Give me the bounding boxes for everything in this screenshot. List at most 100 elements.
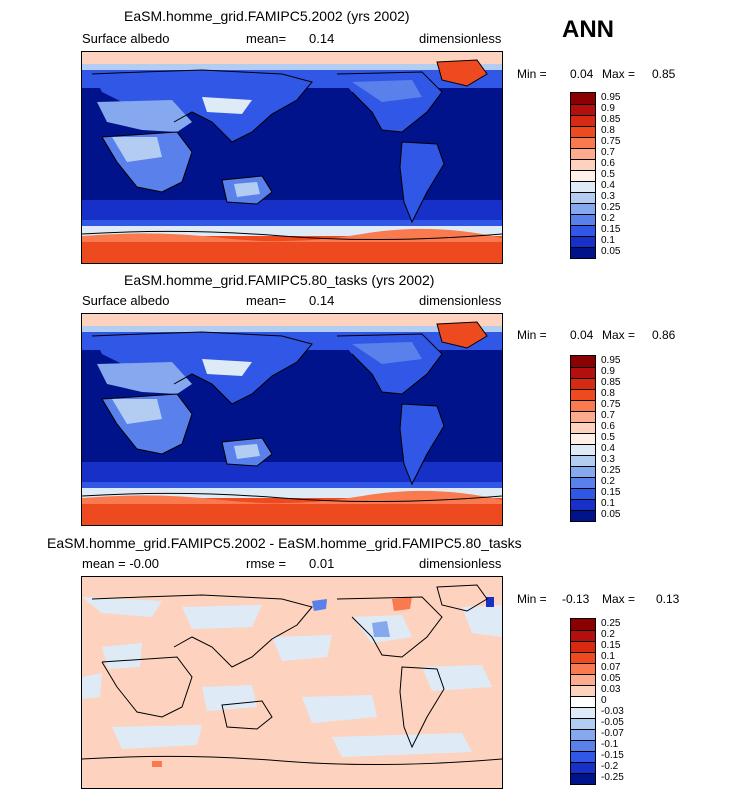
colorbar-level-label: 0.6 bbox=[601, 421, 615, 432]
panel2-max-label: Max = bbox=[602, 328, 636, 342]
panel3-rmse-label: rmse = bbox=[246, 556, 287, 571]
colorbar-level-label: -0.03 bbox=[601, 706, 624, 717]
panel2-max-value: 0.86 bbox=[652, 328, 676, 342]
colorbar-level-label: 0.1 bbox=[601, 651, 615, 662]
colorbar-level-label: 0.25 bbox=[601, 618, 621, 629]
colorbar-level-label: 0.95 bbox=[601, 92, 621, 103]
colorbar-swatch bbox=[571, 477, 595, 488]
colorbar-level-label: 0.7 bbox=[601, 147, 615, 158]
colorbar-swatch bbox=[571, 499, 595, 510]
colorbar-level-label: 0.75 bbox=[601, 399, 621, 410]
colorbar-swatch bbox=[571, 170, 595, 181]
colorbar-level-label: 0.25 bbox=[601, 202, 621, 213]
colorbar-swatch bbox=[571, 356, 595, 367]
panel1-title: EaSM.homme_grid.FAMIPC5.2002 (yrs 2002) bbox=[124, 8, 410, 24]
colorbar-swatch bbox=[571, 762, 595, 773]
panel2-units: dimensionless bbox=[419, 293, 502, 308]
colorbar-swatch bbox=[571, 225, 595, 236]
panel1-mean-value: 0.14 bbox=[309, 31, 335, 46]
panel3-min-label: Min = bbox=[517, 592, 547, 606]
panel3-units: dimensionless bbox=[419, 556, 502, 571]
colorbar-level-label: 0.15 bbox=[601, 224, 621, 235]
panel1-units: dimensionless bbox=[419, 31, 502, 46]
panel2-min-label: Min = bbox=[517, 328, 547, 342]
panel1-max-label: Max = bbox=[602, 67, 636, 81]
colorbar-swatch bbox=[571, 411, 595, 422]
season-label: ANN bbox=[562, 16, 614, 43]
colorbar-level-label: 0.2 bbox=[601, 629, 615, 640]
panel3-max-value: 0.13 bbox=[656, 592, 680, 606]
colorbar-swatch bbox=[571, 641, 595, 652]
colorbar-swatch bbox=[571, 389, 595, 400]
colorbar-level-label: 0.4 bbox=[601, 443, 615, 454]
colorbar-level-label: 0.1 bbox=[601, 235, 615, 246]
colorbar-level-label: 0.1 bbox=[601, 498, 615, 509]
colorbar-swatch bbox=[571, 378, 595, 389]
colorbar-level-label: 0.8 bbox=[601, 388, 615, 399]
panel3-colorbar bbox=[570, 618, 596, 785]
colorbar-level-label: 0.4 bbox=[601, 180, 615, 191]
colorbar-swatch bbox=[571, 663, 595, 674]
colorbar-level-label: 0.95 bbox=[601, 355, 621, 366]
panel1-mean-label: mean= bbox=[246, 31, 287, 46]
colorbar-swatch bbox=[571, 696, 595, 707]
colorbar-level-label: -0.1 bbox=[601, 739, 619, 750]
colorbar-level-label: -0.15 bbox=[601, 750, 624, 761]
colorbar-level-label: 0.15 bbox=[601, 640, 621, 651]
panel3-mean-label: mean = -0.00 bbox=[82, 556, 159, 571]
colorbar-swatch bbox=[571, 685, 595, 696]
panel2-min-value: 0.04 bbox=[570, 328, 594, 342]
panel1-map bbox=[81, 51, 503, 264]
panel2-title: EaSM.homme_grid.FAMIPC5.80_tasks (yrs 20… bbox=[124, 272, 435, 288]
colorbar-swatch bbox=[571, 104, 595, 115]
panel3-title: EaSM.homme_grid.FAMIPC5.2002 - EaSM.homm… bbox=[47, 535, 522, 551]
colorbar-level-label: 0.2 bbox=[601, 213, 615, 224]
colorbar-level-label: 0.5 bbox=[601, 432, 615, 443]
colorbar-swatch bbox=[571, 674, 595, 685]
colorbar-swatch bbox=[571, 148, 595, 159]
colorbar-level-label: 0.25 bbox=[601, 465, 621, 476]
colorbar-swatch bbox=[571, 203, 595, 214]
colorbar-swatch bbox=[571, 159, 595, 170]
panel3-map bbox=[81, 576, 503, 789]
colorbar-swatch bbox=[571, 455, 595, 466]
colorbar-swatch bbox=[571, 619, 595, 630]
colorbar-swatch bbox=[571, 367, 595, 378]
colorbar-level-label: 0.5 bbox=[601, 169, 615, 180]
panel3-rmse-value: 0.01 bbox=[309, 556, 335, 571]
panel2-colorbar bbox=[570, 355, 596, 522]
colorbar-swatch bbox=[571, 137, 595, 148]
colorbar-level-label: 0.03 bbox=[601, 684, 621, 695]
colorbar-level-label: 0.6 bbox=[601, 158, 615, 169]
colorbar-swatch bbox=[571, 707, 595, 718]
colorbar-level-label: -0.25 bbox=[601, 772, 624, 783]
colorbar-level-label: 0.3 bbox=[601, 191, 615, 202]
colorbar-level-label: 0.3 bbox=[601, 454, 615, 465]
colorbar-swatch bbox=[571, 236, 595, 247]
colorbar-level-label: 0.8 bbox=[601, 125, 615, 136]
colorbar-level-label: 0.75 bbox=[601, 136, 621, 147]
colorbar-swatch bbox=[571, 444, 595, 455]
panel1-min-value: 0.04 bbox=[570, 67, 594, 81]
panel2-variable-label: Surface albedo bbox=[82, 293, 170, 308]
colorbar-swatch bbox=[571, 192, 595, 203]
colorbar-swatch bbox=[571, 773, 595, 784]
colorbar-swatch bbox=[571, 126, 595, 137]
panel3-max-label: Max = bbox=[602, 592, 636, 606]
colorbar-swatch bbox=[571, 115, 595, 126]
colorbar-swatch bbox=[571, 652, 595, 663]
panel1-min-label: Min = bbox=[517, 67, 547, 81]
colorbar-swatch bbox=[571, 488, 595, 499]
colorbar-level-label: 0.05 bbox=[601, 673, 621, 684]
colorbar-level-label: 0.85 bbox=[601, 377, 621, 388]
colorbar-level-label: 0.05 bbox=[601, 246, 621, 257]
panel1-colorbar bbox=[570, 92, 596, 259]
colorbar-level-label: 0.05 bbox=[601, 509, 621, 520]
panel2-mean-label: mean= bbox=[246, 293, 287, 308]
colorbar-swatch bbox=[571, 751, 595, 762]
colorbar-swatch bbox=[571, 214, 595, 225]
colorbar-swatch bbox=[571, 510, 595, 521]
colorbar-level-label: 0.9 bbox=[601, 103, 615, 114]
panel1-variable-label: Surface albedo bbox=[82, 31, 170, 46]
colorbar-swatch bbox=[571, 93, 595, 104]
